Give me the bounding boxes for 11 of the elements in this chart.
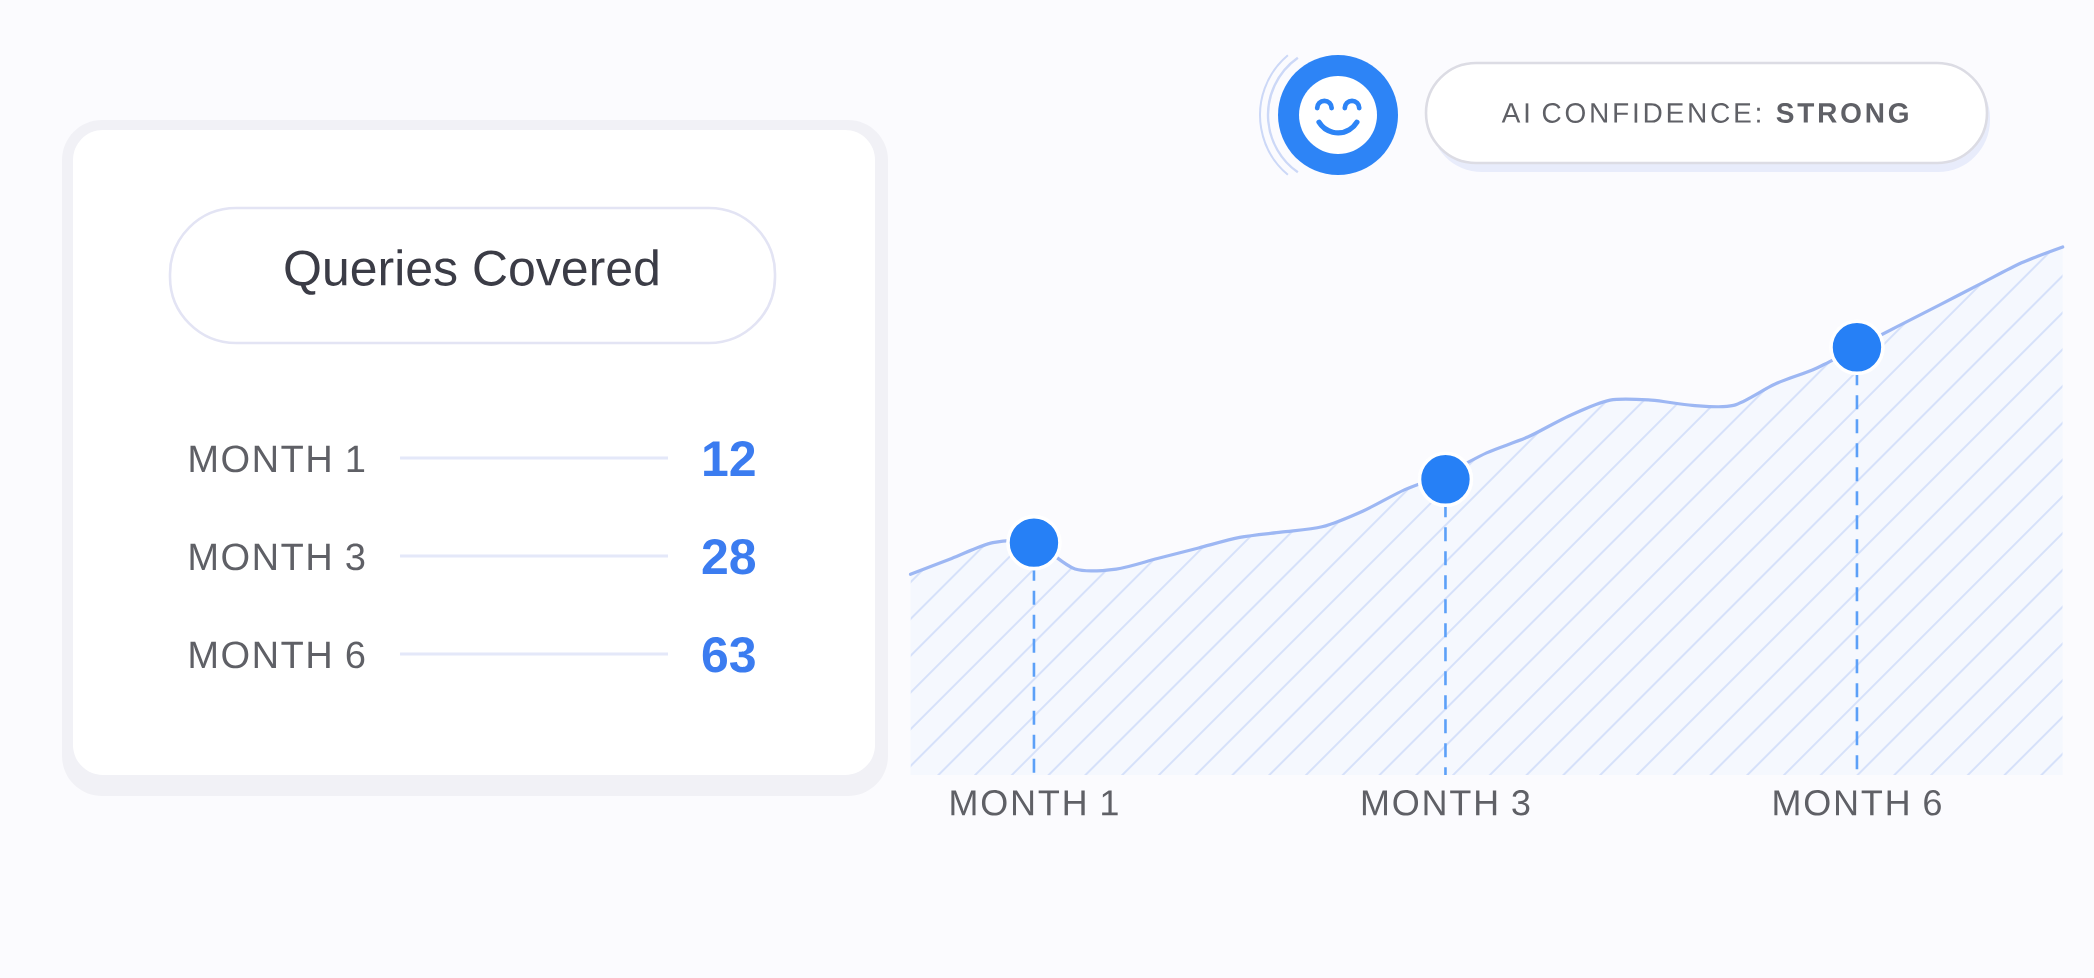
category-label: MONTH 6 bbox=[190, 641, 365, 669]
text: Queries Covered bbox=[285, 249, 658, 295]
data-label: 63 bbox=[702, 637, 755, 673]
text: AI CONFIDENCE: STRONG bbox=[1501, 103, 1908, 123]
x-tick-label: MONTH 1 bbox=[951, 790, 1118, 816]
data-label: 28 bbox=[702, 539, 756, 575]
x-tick-label: MONTH 6 bbox=[1774, 790, 1941, 816]
category-label: MONTH 1 bbox=[190, 445, 365, 473]
x-tick-label: MONTH 3 bbox=[1362, 790, 1530, 816]
category-label: MONTH 3 bbox=[190, 543, 365, 571]
data-label: 12 bbox=[704, 441, 755, 476]
